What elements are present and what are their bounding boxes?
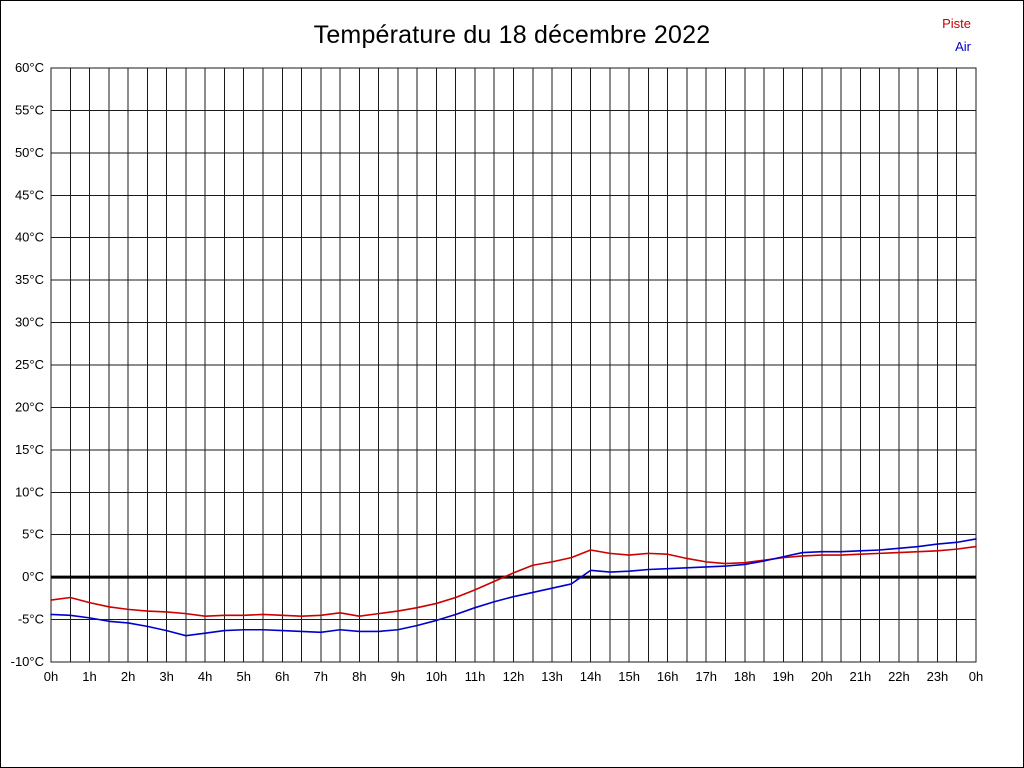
svg-text:30°C: 30°C	[15, 315, 44, 330]
svg-text:20°C: 20°C	[15, 399, 44, 414]
svg-text:13h: 13h	[541, 669, 563, 684]
svg-text:-10°C: -10°C	[11, 654, 44, 669]
svg-text:18h: 18h	[734, 669, 756, 684]
svg-text:16h: 16h	[657, 669, 679, 684]
svg-text:40°C: 40°C	[15, 230, 44, 245]
svg-text:0h: 0h	[969, 669, 983, 684]
svg-text:17h: 17h	[695, 669, 717, 684]
svg-text:5°C: 5°C	[22, 527, 44, 542]
svg-text:7h: 7h	[314, 669, 328, 684]
svg-text:23h: 23h	[927, 669, 949, 684]
svg-text:35°C: 35°C	[15, 272, 44, 287]
svg-text:19h: 19h	[772, 669, 794, 684]
svg-text:9h: 9h	[391, 669, 405, 684]
svg-text:2h: 2h	[121, 669, 135, 684]
chart-title: Température du 18 décembre 2022	[313, 21, 711, 49]
svg-text:4h: 4h	[198, 669, 212, 684]
svg-text:12h: 12h	[503, 669, 525, 684]
series-line-air	[50, 538, 977, 637]
svg-text:15h: 15h	[618, 669, 640, 684]
svg-text:0°C: 0°C	[22, 569, 44, 584]
svg-text:10°C: 10°C	[15, 484, 44, 499]
svg-text:3h: 3h	[159, 669, 173, 684]
svg-text:55°C: 55°C	[15, 102, 44, 117]
x-axis-labels: 0h 1h 2h 3h 4h 5h 6h 7h 8h 9h 10h 11h 12h 13h 14h 15h 16…	[44, 669, 983, 684]
legend: Piste Air	[942, 12, 971, 58]
svg-text:6h: 6h	[275, 669, 289, 684]
svg-text:5h: 5h	[236, 669, 250, 684]
svg-text:25°C: 25°C	[15, 357, 44, 372]
svg-text:22h: 22h	[888, 669, 910, 684]
svg-text:50°C: 50°C	[15, 145, 44, 160]
plot-border	[50, 67, 977, 663]
y-axis-labels: 60°C 55°C 50°C 45°C 40°C 35°C 30°C 25°C 20°C 15°C…	[11, 60, 44, 669]
svg-text:45°C: 45°C	[15, 187, 44, 202]
svg-text:15°C: 15°C	[15, 442, 44, 457]
svg-text:60°C: 60°C	[15, 60, 44, 75]
svg-text:21h: 21h	[850, 669, 872, 684]
svg-text:10h: 10h	[426, 669, 448, 684]
svg-text:8h: 8h	[352, 669, 366, 684]
legend-item-piste: Piste	[942, 16, 971, 31]
svg-text:11h: 11h	[465, 669, 486, 684]
svg-text:0h: 0h	[44, 669, 58, 684]
svg-text:20h: 20h	[811, 669, 833, 684]
series-line-piste	[50, 545, 977, 617]
legend-item-air: Air	[955, 39, 971, 54]
svg-text:-5°C: -5°C	[18, 612, 44, 627]
svg-text:1h: 1h	[82, 669, 96, 684]
svg-text:14h: 14h	[580, 669, 602, 684]
